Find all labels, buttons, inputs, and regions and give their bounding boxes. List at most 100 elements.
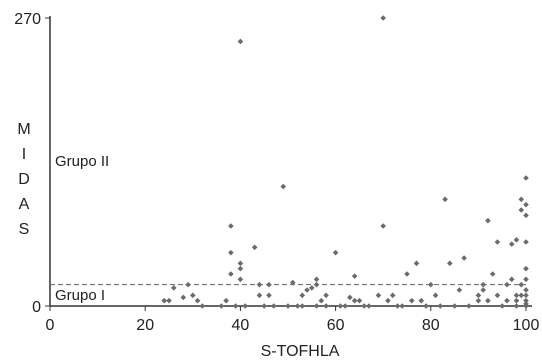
data-point: [242, 303, 248, 309]
data-point: [413, 260, 420, 267]
data-point: [451, 303, 458, 309]
data-point: [256, 281, 263, 288]
data-point: [447, 260, 453, 267]
data-point: [375, 292, 382, 299]
data-point: [513, 297, 520, 304]
data-point: [523, 239, 529, 245]
data-point: [461, 255, 467, 261]
data-point: [432, 292, 439, 299]
y-axis-title-letter: I: [22, 146, 26, 163]
plot-area: [45, 16, 532, 311]
data-point: [313, 281, 320, 288]
data-point: [442, 196, 448, 203]
data-point: [523, 292, 529, 299]
data-point: [180, 294, 187, 301]
data-point: [437, 303, 444, 309]
data-point: [347, 294, 353, 301]
data-point: [256, 292, 263, 299]
data-point: [389, 292, 396, 299]
data-point: [408, 297, 415, 304]
x-tick-label: 100: [513, 317, 540, 334]
data-point: [513, 292, 520, 299]
data-point: [508, 276, 515, 283]
data-point: [237, 265, 244, 272]
data-point: [280, 183, 287, 190]
data-point: [266, 281, 272, 288]
data-point: [185, 281, 191, 288]
data-point: [294, 303, 301, 309]
data-point: [380, 15, 386, 21]
data-point: [251, 244, 258, 251]
data-point: [428, 281, 434, 288]
data-point: [299, 292, 306, 299]
data-point: [337, 303, 344, 309]
data-point: [423, 303, 429, 309]
x-axis-title: S-TOFHLA: [261, 343, 340, 360]
x-tick-label: 40: [232, 317, 250, 334]
data-point: [232, 303, 239, 309]
annotation-grupo-i: Grupo I: [55, 287, 105, 304]
data-point: [366, 303, 372, 309]
x-tick-label: 0: [46, 317, 55, 334]
data-points: [161, 15, 529, 309]
data-point: [261, 303, 267, 309]
data-point: [318, 297, 325, 304]
data-point: [351, 273, 358, 279]
annotation-grupo-ii: Grupo II: [55, 153, 109, 170]
data-point: [361, 303, 367, 309]
data-point: [418, 297, 425, 304]
data-point: [299, 303, 306, 309]
data-point: [161, 297, 168, 304]
data-point: [523, 175, 529, 181]
data-point: [332, 249, 339, 256]
x-tick-label: 80: [422, 317, 440, 334]
data-point: [404, 271, 410, 277]
data-point: [285, 303, 291, 309]
data-point: [475, 292, 482, 299]
data-point: [523, 287, 529, 293]
data-point: [228, 223, 234, 229]
y-axis-title-letter: D: [18, 171, 30, 188]
data-point: [351, 297, 358, 304]
data-point: [494, 292, 501, 299]
data-point: [485, 217, 491, 224]
data-point: [166, 297, 172, 304]
y-axis-title-letter: S: [19, 221, 30, 238]
data-point: [223, 297, 229, 304]
data-point: [237, 260, 244, 267]
data-point: [523, 265, 529, 272]
data-point: [513, 237, 520, 243]
data-point: [309, 285, 315, 291]
data-point: [342, 303, 348, 309]
data-point: [323, 292, 329, 299]
data-point: [504, 281, 510, 288]
data-point: [380, 223, 386, 229]
data-point: [385, 297, 391, 304]
data-point: [523, 297, 529, 304]
data-point: [518, 281, 525, 288]
y-tick-label: 270: [14, 11, 41, 28]
data-point: [190, 292, 196, 299]
data-point: [237, 38, 244, 45]
x-tick-label: 60: [327, 317, 345, 334]
data-point: [518, 196, 525, 203]
x-tick-label: 20: [136, 317, 154, 334]
data-point: [170, 285, 177, 291]
data-point: [228, 271, 234, 277]
data-point: [508, 241, 515, 247]
data-point: [270, 303, 277, 309]
y-tick-label: 0: [32, 299, 41, 316]
y-axis-title-letter: A: [19, 196, 30, 213]
data-point: [218, 303, 225, 309]
data-point: [313, 303, 320, 309]
data-point: [480, 287, 486, 293]
data-point: [475, 297, 482, 304]
data-point: [194, 297, 201, 304]
data-point: [266, 292, 272, 299]
data-point: [399, 303, 406, 309]
data-point: [518, 207, 525, 213]
data-point: [199, 303, 206, 309]
data-point: [356, 297, 363, 304]
